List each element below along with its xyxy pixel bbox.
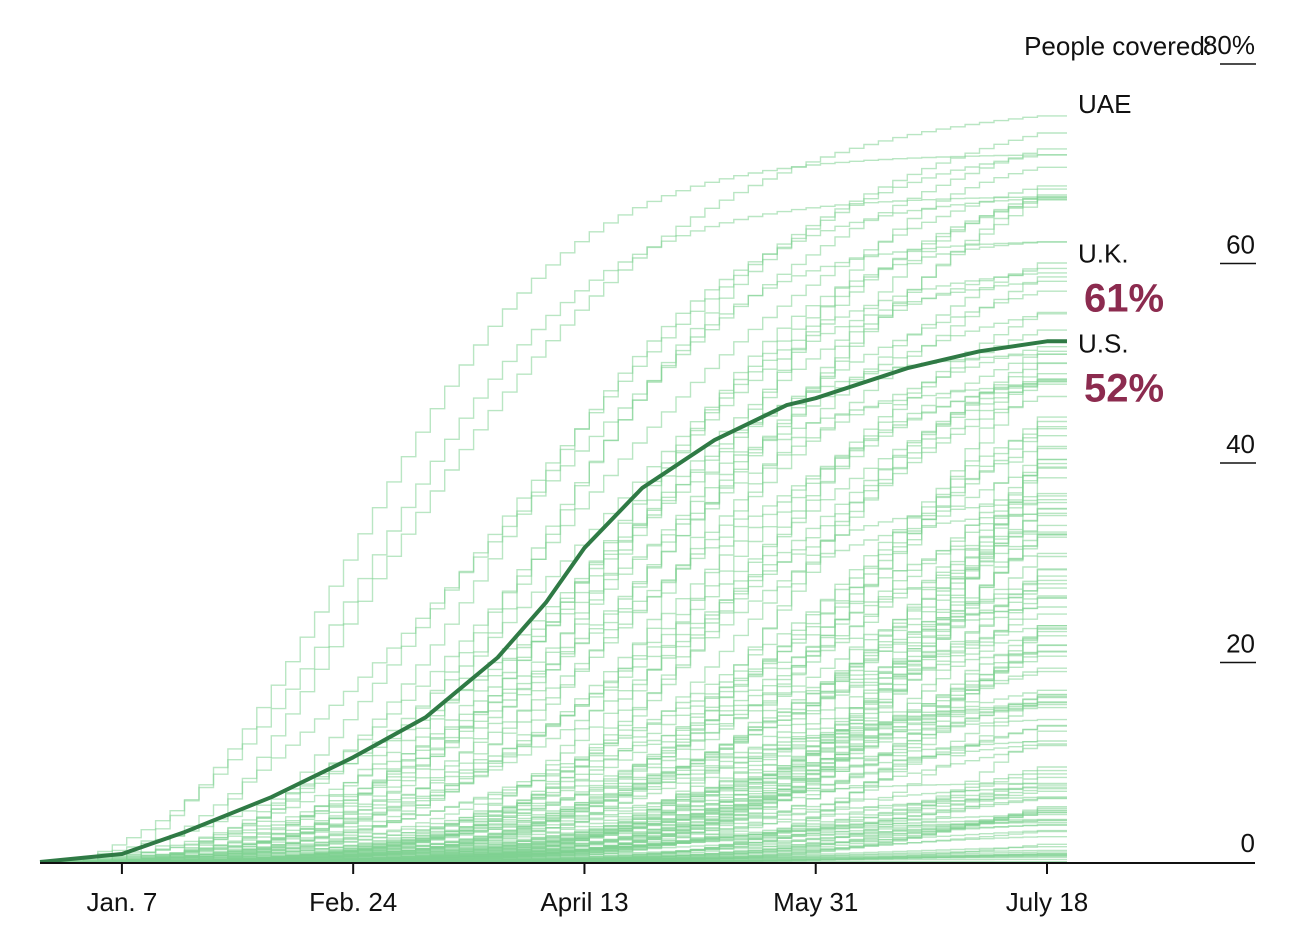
country-line: [40, 383, 1067, 863]
country-line: [40, 492, 1067, 863]
y-tick-label: 0: [1241, 828, 1255, 858]
y-tick-label: 60: [1226, 230, 1255, 260]
series-annotations: UAE U.K. 61% U.S. 52%: [1078, 89, 1164, 410]
country-line: [40, 625, 1067, 863]
x-tick-label: July 18: [1006, 887, 1088, 917]
series-percent-label: 52%: [1084, 366, 1164, 410]
country-line: [40, 507, 1067, 863]
background-country-lines: [40, 115, 1067, 863]
x-axis-ticks: Jan. 7 Feb. 24 April 13 May 31 July 18: [86, 863, 1088, 917]
series-name-label: U.S.: [1078, 328, 1129, 358]
y-axis-ticks: 80% 60 40 20 0: [1203, 30, 1256, 858]
x-tick-label: Jan. 7: [86, 887, 157, 917]
y-tick-label: 40: [1226, 429, 1255, 459]
series-name-label: U.K.: [1078, 239, 1129, 269]
country-line: [40, 350, 1067, 863]
y-tick-label: 20: [1226, 629, 1255, 659]
country-line: [40, 846, 1067, 863]
country-line: [40, 196, 1067, 863]
country-line: [40, 262, 1067, 863]
highlight-series-group: [39, 339, 1067, 864]
x-tick-label: April 13: [540, 887, 628, 917]
country-line: [40, 381, 1067, 863]
country-line: [40, 115, 1067, 863]
country-line: [40, 132, 1067, 863]
country-line: [40, 378, 1067, 863]
country-line: [40, 378, 1067, 863]
country-line: [40, 154, 1067, 863]
x-tick-label: Feb. 24: [309, 887, 397, 917]
series-percent-label: 61%: [1084, 277, 1164, 321]
country-line: [40, 797, 1067, 863]
country-line: [40, 148, 1067, 863]
y-tick-label: 80%: [1203, 30, 1255, 60]
us-series-line: [39, 339, 1067, 864]
y-axis-title: People covered:: [1024, 31, 1212, 61]
x-tick-label: May 31: [773, 887, 858, 917]
series-name-label: UAE: [1078, 89, 1131, 119]
country-line: [40, 508, 1067, 863]
